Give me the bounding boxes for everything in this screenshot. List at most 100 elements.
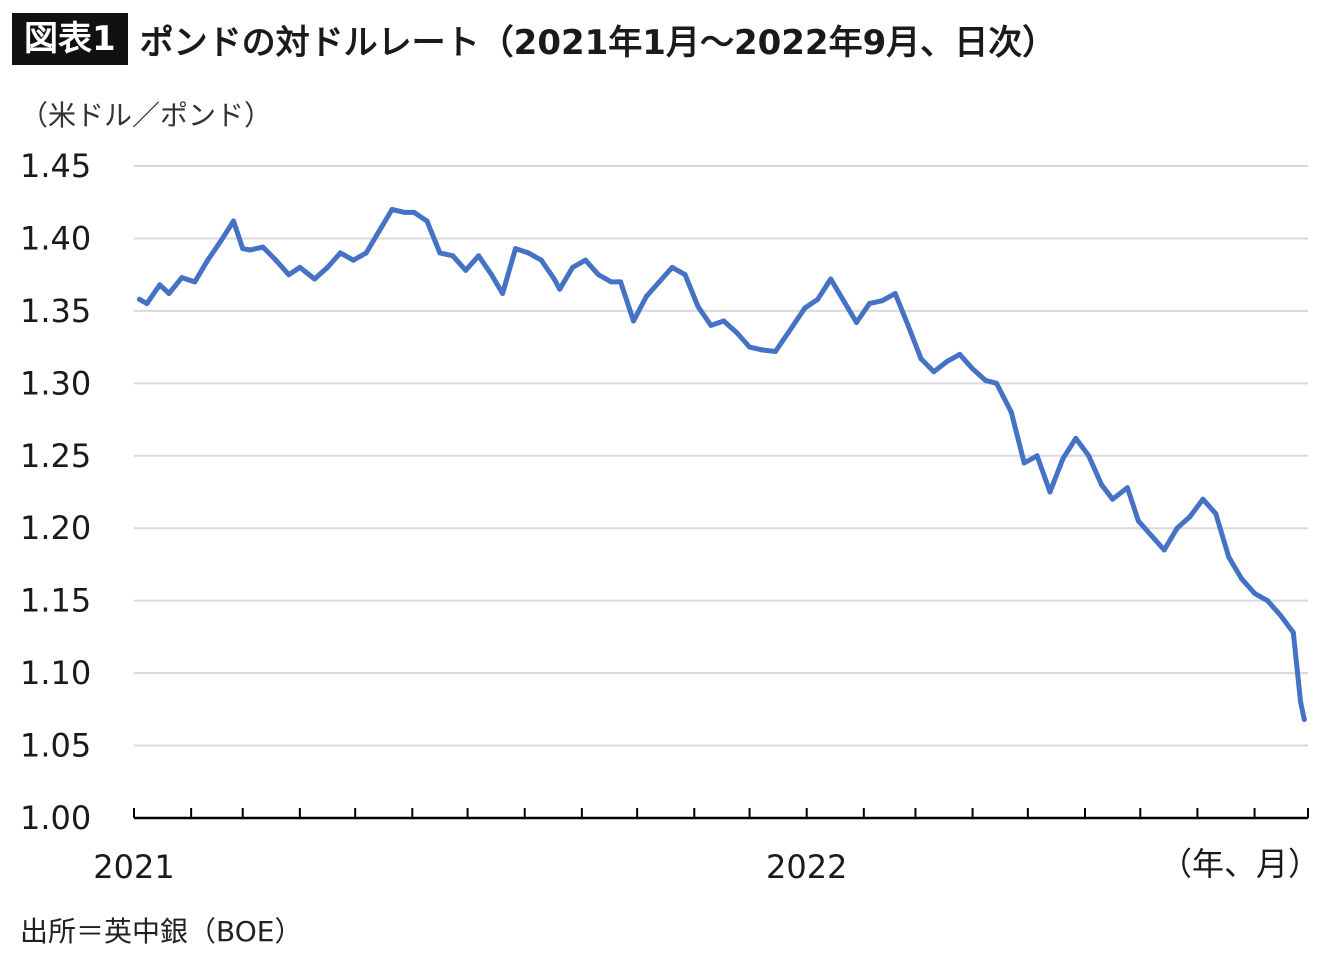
data-point: [721, 318, 727, 324]
data-point: [1008, 409, 1014, 415]
y-tick-label: 1.35: [20, 292, 91, 330]
data-point: [1226, 554, 1232, 560]
data-point: [557, 286, 563, 292]
data-point: [247, 247, 253, 253]
y-tick-label: 1.05: [20, 727, 91, 765]
data-point: [828, 276, 834, 282]
data-point: [1213, 511, 1219, 517]
series-layer: [137, 206, 1307, 722]
grid-lines: [134, 165, 1308, 747]
data-point: [205, 257, 211, 263]
data-point: [734, 330, 740, 336]
data-point: [389, 206, 395, 212]
data-point: [273, 257, 279, 263]
data-point: [1047, 489, 1053, 495]
data-point: [363, 250, 369, 256]
x-tick-labels: 2021 2022: [93, 848, 847, 886]
data-point: [708, 322, 714, 328]
y-tick-label: 1.30: [20, 364, 91, 402]
data-point: [1135, 518, 1141, 524]
data-point: [1021, 460, 1027, 466]
data-point: [1298, 699, 1304, 705]
data-point: [1073, 435, 1079, 441]
data-point: [424, 218, 430, 224]
data-point: [815, 296, 821, 302]
data-point: [785, 330, 791, 336]
data-point: [1124, 485, 1130, 491]
data-point: [682, 272, 688, 278]
data-point: [841, 298, 847, 304]
y-tick-labels: 1.00 1.05 1.10 1.15 1.20 1.25 1.30 1.35 1.40 1.45: [20, 147, 91, 837]
data-point: [337, 250, 343, 256]
x-tick-label: 2022: [766, 848, 847, 886]
data-point: [500, 291, 506, 297]
data-point: [231, 218, 237, 224]
data-point: [463, 267, 469, 273]
y-tick-label: 1.45: [20, 147, 91, 185]
data-point: [772, 348, 778, 354]
y-tick-label: 1.20: [20, 509, 91, 547]
data-point: [476, 253, 482, 259]
series-line: [137, 207, 1307, 722]
data-point: [944, 359, 950, 365]
data-point: [931, 369, 937, 375]
data-point: [179, 275, 185, 281]
data-point: [240, 246, 246, 252]
y-axis-unit-label: （米ドル／ポンド）: [20, 99, 273, 132]
data-point: [260, 244, 266, 250]
data-point: [1200, 496, 1206, 502]
data-point: [630, 318, 636, 324]
data-point: [802, 305, 808, 311]
data-point: [192, 279, 198, 285]
data-point: [1110, 496, 1116, 502]
data-point: [595, 272, 601, 278]
data-point: [513, 246, 519, 252]
data-point: [1148, 532, 1154, 538]
data-point: [853, 319, 859, 325]
data-point: [450, 253, 456, 259]
data-point: [618, 279, 624, 285]
data-point: [489, 272, 495, 278]
y-tick-label: 1.40: [20, 219, 91, 257]
x-axis-unit-label: （年、月）: [1160, 845, 1320, 883]
data-point: [144, 301, 150, 307]
data-point: [218, 238, 224, 244]
data-point: [1187, 514, 1193, 520]
data-point: [994, 380, 1000, 386]
data-point: [1277, 612, 1283, 618]
data-point: [525, 250, 531, 256]
data-point: [918, 356, 924, 362]
data-point: [1099, 482, 1105, 488]
x-tick-label: 2021: [93, 848, 174, 886]
data-point: [538, 257, 544, 263]
data-point: [695, 304, 701, 310]
data-point: [286, 272, 292, 278]
data-point: [608, 279, 614, 285]
data-point: [583, 257, 589, 263]
data-point: [656, 279, 662, 285]
data-point: [643, 293, 649, 299]
title-row: 図表1 ポンドの対ドルレート（2021年1月～2022年9月、日次）: [12, 12, 1056, 66]
x-axis: [133, 808, 1309, 820]
data-point: [411, 209, 417, 215]
figure-badge: 図表1: [12, 13, 128, 65]
y-tick-label: 1.15: [20, 582, 91, 620]
data-point: [1252, 590, 1258, 596]
data-point: [1264, 598, 1270, 604]
data-point: [297, 264, 303, 270]
y-tick-label: 1.10: [20, 654, 91, 692]
data-point: [312, 276, 318, 282]
data-point: [866, 301, 872, 307]
data-point: [759, 347, 765, 353]
data-point: [905, 322, 911, 328]
data-point: [1290, 630, 1296, 636]
data-point: [570, 264, 576, 270]
data-point: [325, 264, 331, 270]
data-point: [350, 257, 356, 263]
data-point: [1174, 525, 1180, 531]
y-tick-label: 1.25: [20, 437, 91, 475]
data-point: [747, 344, 753, 350]
data-point: [166, 291, 172, 297]
data-point: [879, 298, 885, 304]
